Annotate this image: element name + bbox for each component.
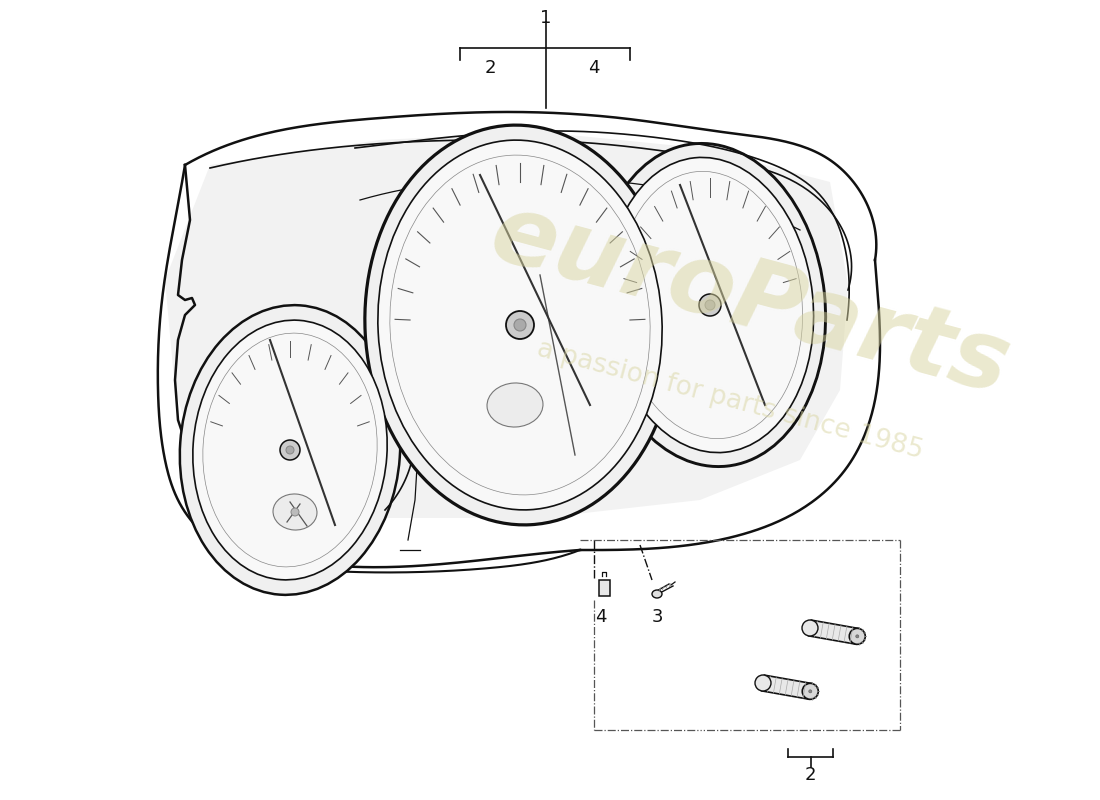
Ellipse shape (808, 690, 812, 693)
Ellipse shape (802, 620, 818, 636)
Ellipse shape (606, 158, 814, 453)
Polygon shape (808, 620, 859, 644)
Ellipse shape (273, 494, 317, 530)
Text: 4: 4 (588, 59, 600, 77)
Polygon shape (761, 675, 812, 699)
Polygon shape (165, 132, 848, 518)
Ellipse shape (202, 333, 377, 567)
Text: 2: 2 (805, 766, 816, 784)
Ellipse shape (755, 675, 771, 691)
Ellipse shape (802, 683, 818, 699)
Ellipse shape (292, 508, 299, 516)
Ellipse shape (487, 383, 543, 427)
Ellipse shape (652, 590, 662, 598)
Bar (600, 580, 610, 596)
Text: 1: 1 (540, 9, 552, 27)
Ellipse shape (378, 140, 662, 510)
Ellipse shape (849, 628, 866, 644)
Ellipse shape (365, 125, 675, 525)
Ellipse shape (705, 300, 715, 310)
Ellipse shape (192, 320, 387, 580)
Text: 4: 4 (595, 608, 607, 626)
Ellipse shape (506, 311, 534, 339)
Ellipse shape (617, 171, 803, 438)
Ellipse shape (280, 440, 300, 460)
Text: euroParts: euroParts (481, 186, 1020, 414)
Text: a passion for parts since 1985: a passion for parts since 1985 (534, 336, 926, 464)
Ellipse shape (856, 635, 859, 638)
Text: 2: 2 (484, 59, 496, 77)
Ellipse shape (179, 305, 400, 595)
Ellipse shape (286, 446, 294, 454)
Ellipse shape (389, 155, 650, 495)
Text: 3: 3 (651, 608, 662, 626)
Ellipse shape (594, 143, 826, 466)
Ellipse shape (698, 294, 720, 316)
Ellipse shape (514, 319, 526, 331)
